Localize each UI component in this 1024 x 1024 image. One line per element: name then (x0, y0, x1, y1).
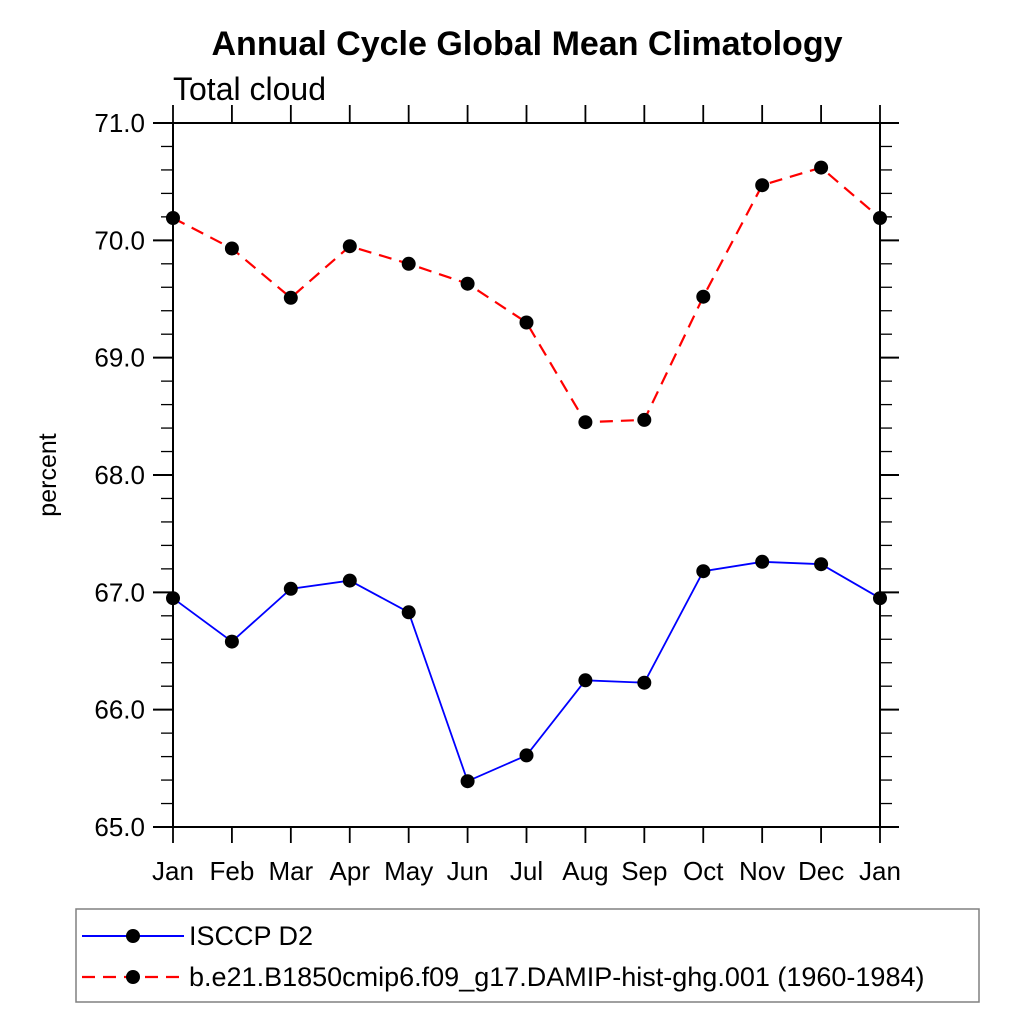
data-point-marker (755, 554, 770, 569)
y-tick-label: 69.0 (94, 343, 145, 373)
data-point-marker (873, 211, 887, 225)
data-point-marker (873, 591, 887, 606)
data-point-marker (342, 239, 357, 254)
legend-label-isccp: ISCCP D2 (189, 921, 313, 951)
x-tick-label: Jun (447, 856, 489, 886)
legend-label-model: b.e21.B1850cmip6.f09_g17.DAMIP-hist-ghg.… (189, 962, 924, 992)
chart-title: Annual Cycle Global Mean Climatology (212, 25, 843, 63)
data-point-marker (224, 634, 239, 649)
series-layer (166, 160, 887, 789)
legend-marker-icon (126, 970, 140, 984)
data-point-marker (755, 178, 770, 193)
data-point-marker (519, 748, 534, 763)
x-tick-label: Jan (859, 856, 901, 886)
y-tick-label: 66.0 (94, 695, 145, 725)
data-point-marker (224, 241, 239, 256)
data-point-marker (401, 256, 416, 271)
x-tick-label: Aug (562, 856, 608, 886)
y-tick-label: 67.0 (94, 577, 145, 607)
x-tick-label: Jul (510, 856, 543, 886)
axes-layer: 65.0 66.0 67.0 68.0 69.0 70.0 71.0 Jan Feb Mar Apr… (94, 105, 901, 886)
data-point-marker (460, 774, 475, 789)
data-point-marker (283, 581, 298, 596)
data-point-marker (814, 160, 829, 175)
data-point-marker (283, 290, 298, 305)
legend: ISCCP D2 b.e21.B1850cmip6.f09_g17.DAMIP-… (75, 908, 980, 1003)
x-tick-label: Dec (798, 856, 844, 886)
y-tick-label: 71.0 (94, 108, 145, 138)
data-point-marker (814, 557, 829, 572)
data-point-marker (342, 573, 357, 588)
x-tick-label: Apr (330, 856, 371, 886)
chart-subtitle: Total cloud (173, 71, 326, 107)
series-line-0 (172, 560, 881, 783)
data-point-marker (519, 315, 534, 330)
data-point-marker (637, 675, 652, 690)
x-tick-label: Feb (210, 856, 255, 886)
x-tick-label: Sep (621, 856, 667, 886)
data-point-marker (696, 289, 711, 304)
series-line-1 (172, 166, 881, 424)
y-tick-label: 70.0 (94, 225, 145, 255)
data-point-marker (637, 412, 652, 427)
data-point-marker (166, 211, 180, 225)
legend-box (75, 908, 980, 1003)
x-tick-label: Jan (152, 856, 194, 886)
x-tick-label: May (384, 856, 433, 886)
data-point-marker (578, 673, 593, 688)
legend-marker-icon (126, 929, 140, 943)
data-point-marker (401, 605, 416, 620)
data-point-marker (578, 415, 593, 430)
data-point-marker (460, 276, 475, 291)
data-point-marker (696, 564, 711, 579)
plot-frame (172, 122, 881, 828)
y-axis-label: percent (34, 433, 62, 516)
y-tick-label: 65.0 (94, 812, 145, 842)
y-tick-label: 68.0 (94, 460, 145, 490)
x-tick-label: Mar (268, 856, 313, 886)
x-tick-label: Nov (739, 856, 785, 886)
x-tick-label: Oct (683, 856, 724, 886)
data-point-marker (166, 591, 180, 606)
